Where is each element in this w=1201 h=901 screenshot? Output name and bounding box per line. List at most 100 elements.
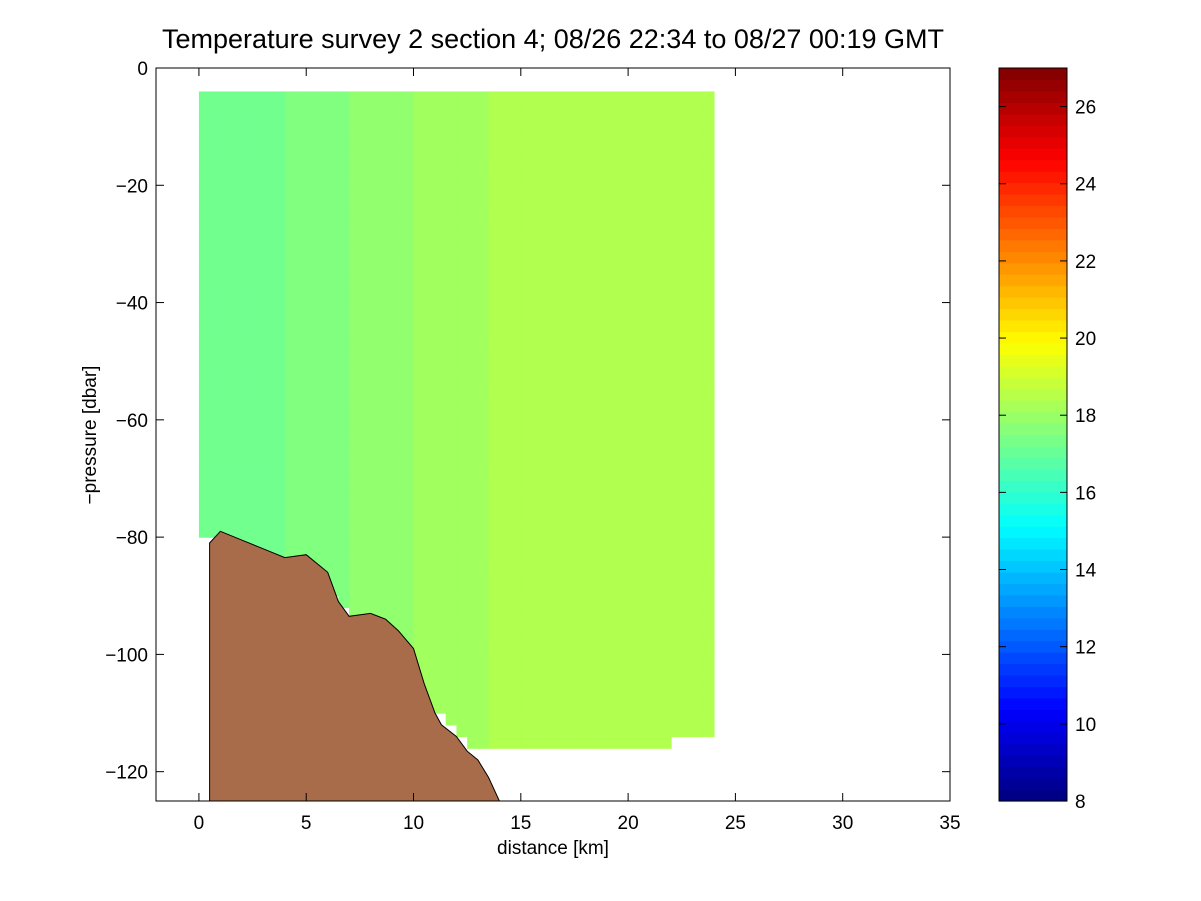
heatmap-cell [467, 349, 479, 362]
heatmap-cell [638, 208, 651, 222]
heatmap-cell [574, 279, 586, 292]
heatmap-cell [703, 724, 715, 738]
heatmap-cell [595, 724, 608, 738]
heatmap-cell [424, 689, 436, 702]
heatmap-cell [456, 654, 468, 667]
heatmap-cell [467, 595, 479, 609]
heatmap-cell [660, 314, 672, 327]
heatmap-cell [671, 126, 683, 139]
heatmap-cell [198, 490, 211, 503]
heatmap-cell [274, 408, 286, 421]
heatmap-cell [327, 455, 340, 468]
colorbar-band [999, 434, 1067, 447]
heatmap-cell [327, 255, 340, 268]
heatmap-cell [306, 197, 318, 210]
heatmap-cell [542, 161, 554, 175]
heatmap-cell [692, 302, 704, 315]
heatmap-cell [349, 455, 361, 468]
heatmap-cell [499, 537, 511, 550]
heatmap-cell [628, 91, 640, 104]
heatmap-cell [434, 314, 447, 327]
heatmap-cell [638, 243, 651, 257]
heatmap-cell [456, 713, 468, 726]
heatmap-cell [445, 607, 458, 620]
heatmap-cell [231, 114, 243, 128]
heatmap-cell [467, 243, 479, 257]
heatmap-cell [638, 197, 651, 210]
heatmap-cell [434, 677, 447, 691]
heatmap-cell [445, 361, 458, 374]
heatmap-cell [231, 419, 243, 433]
heatmap-cell [392, 326, 404, 339]
heatmap-cell [231, 326, 243, 339]
heatmap-cell [198, 513, 211, 526]
heatmap-cell [284, 150, 297, 163]
heatmap-cell [445, 537, 458, 550]
heatmap-cell [553, 103, 565, 116]
heatmap-cell [510, 689, 522, 702]
heatmap-cell [574, 337, 586, 351]
heatmap-cell [488, 654, 500, 667]
heatmap-cell [499, 103, 511, 116]
heatmap-cell [413, 267, 425, 280]
heatmap-cell [671, 724, 683, 738]
heatmap-cell [488, 408, 500, 421]
heatmap-cell [681, 220, 694, 233]
heatmap-cell [359, 197, 372, 210]
heatmap-cell [445, 185, 458, 198]
heatmap-cell [542, 419, 554, 433]
heatmap-cell [703, 537, 715, 550]
heatmap-cell [703, 126, 715, 139]
heatmap-cell [542, 443, 554, 456]
heatmap-cell [241, 197, 254, 210]
heatmap-cell [499, 185, 511, 198]
heatmap-cell [477, 513, 490, 526]
colorbar-tick-label: 16 [1075, 483, 1096, 504]
heatmap-cell [402, 126, 415, 139]
heatmap-cell [434, 361, 447, 374]
heatmap-cell [628, 689, 640, 702]
heatmap-cell [198, 208, 211, 222]
heatmap-cell [220, 408, 232, 421]
heatmap-cell [531, 396, 543, 409]
heatmap-cell [209, 372, 221, 386]
heatmap-cell [553, 630, 565, 644]
heatmap-cell [370, 161, 382, 175]
heatmap-cell [359, 326, 372, 339]
heatmap-cell [252, 349, 264, 362]
colorbar-band [999, 216, 1067, 229]
heatmap-cell [381, 126, 393, 139]
heatmap-cell [306, 443, 318, 456]
heatmap-cell [638, 349, 651, 362]
colorbar-band [999, 491, 1067, 504]
heatmap-cell [585, 560, 597, 573]
heatmap-cell [370, 279, 382, 292]
heatmap-cell [681, 173, 694, 186]
heatmap-cell [338, 349, 350, 362]
heatmap-cell [327, 572, 340, 585]
heatmap-cell [520, 255, 533, 268]
heatmap-cell [381, 161, 393, 175]
heatmap-cell [359, 208, 372, 222]
heatmap-cell [252, 396, 264, 409]
heatmap-cell [274, 314, 286, 327]
heatmap-cell [681, 337, 694, 351]
heatmap-cell [595, 361, 608, 374]
heatmap-cell [263, 314, 275, 327]
heatmap-cell [263, 173, 275, 186]
heatmap-cell [574, 548, 586, 562]
colorbar-band [999, 113, 1067, 126]
heatmap-cell [671, 466, 683, 480]
heatmap-cell [359, 302, 372, 315]
heatmap-cell [359, 91, 372, 104]
heatmap-cell [370, 91, 382, 104]
heatmap-cell [349, 431, 361, 444]
heatmap-cell [617, 326, 629, 339]
heatmap-cell [681, 114, 694, 128]
heatmap-cell [467, 126, 479, 139]
heatmap-cell [424, 490, 436, 503]
heatmap-cell [231, 173, 243, 186]
heatmap-cell [585, 548, 597, 562]
heatmap-cell [585, 724, 597, 738]
heatmap-cell [370, 372, 382, 386]
